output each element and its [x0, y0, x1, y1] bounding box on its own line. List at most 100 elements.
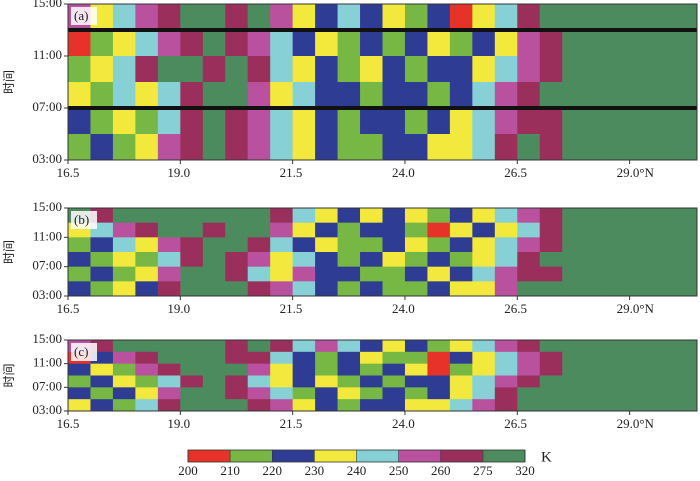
heat-cell [382, 82, 406, 109]
heat-cell [157, 30, 181, 57]
panel-label-box [71, 343, 97, 361]
heat-cell [404, 363, 428, 376]
heat-cell [607, 375, 631, 388]
heat-cell [494, 375, 518, 388]
heat-cell [584, 281, 608, 297]
heat-cell [539, 363, 563, 376]
heat-cell [135, 351, 159, 365]
heat-cell [584, 108, 608, 135]
heat-cell [562, 363, 586, 376]
heat-cell [449, 82, 473, 109]
heat-cell [157, 237, 181, 253]
colorbar-label: 250 [389, 463, 409, 478]
panel-label-box [71, 7, 97, 25]
heat-cell [315, 387, 338, 400]
heat-cell [225, 351, 249, 365]
heat-cell [404, 281, 428, 297]
heat-cell [517, 208, 541, 224]
heat-cell [270, 208, 294, 224]
heat-cell [404, 222, 428, 238]
heat-cell [404, 134, 428, 161]
heat-cell [562, 56, 586, 83]
heat-cell [247, 340, 271, 353]
heat-cell [584, 237, 608, 253]
heat-cell [315, 30, 338, 57]
heat-cell [652, 237, 675, 253]
heat-cell [652, 266, 675, 282]
heat-cell [652, 108, 675, 135]
heat-cell [135, 375, 159, 388]
heat-cell [404, 56, 428, 83]
heat-cell [427, 222, 451, 238]
colorbar-label: 230 [305, 463, 325, 478]
heat-cell [315, 208, 338, 224]
heat-cell [472, 237, 496, 253]
heat-cell [157, 340, 181, 353]
heat-cell [157, 4, 181, 31]
heat-cell [494, 134, 518, 161]
heat-cell [562, 399, 586, 412]
heat-cell [202, 208, 226, 224]
heat-cell [584, 252, 608, 268]
heat-cell [674, 134, 698, 161]
heat-cell [157, 399, 181, 412]
heat-cell [494, 399, 518, 412]
heat-cell [292, 351, 316, 365]
heat-cell [449, 375, 473, 388]
x-tick-label: 24.0 [392, 165, 415, 180]
heat-cell [337, 237, 361, 253]
heat-cell [180, 222, 204, 238]
heat-cell [247, 387, 271, 400]
heat-cell [180, 363, 204, 376]
heat-cell [247, 399, 271, 412]
heat-cell [539, 4, 563, 31]
heat-cell [404, 266, 428, 282]
heat-cell [562, 237, 586, 253]
heat-cell [517, 387, 541, 400]
heat-cell [607, 222, 631, 238]
heat-cell [90, 387, 114, 400]
heat-cell [629, 266, 653, 282]
heat-cell [68, 56, 91, 83]
heat-cell [382, 30, 406, 57]
heat-cell [382, 237, 406, 253]
heat-cell [562, 252, 586, 268]
heat-cell [652, 281, 675, 297]
heat-cell [68, 252, 91, 268]
heat-cell [539, 237, 563, 253]
heat-cell [112, 222, 136, 238]
heat-cell [157, 363, 181, 376]
heat-cell [112, 108, 136, 135]
heat-cell [652, 351, 675, 365]
heat-cell [674, 237, 698, 253]
panel-label: (b) [74, 212, 89, 227]
heat-cell [472, 387, 496, 400]
heat-cell [225, 82, 249, 109]
heat-cell [494, 82, 518, 109]
heat-cell [562, 266, 586, 282]
heat-cell [629, 134, 653, 161]
x-tick-label: 19.0 [167, 165, 190, 180]
heat-cell [157, 281, 181, 297]
heat-cell [225, 252, 249, 268]
heat-cell [629, 222, 653, 238]
heat-cell [135, 108, 159, 135]
heat-cell [562, 108, 586, 135]
heat-cell [360, 134, 383, 161]
heat-cell [404, 399, 428, 412]
heat-cell [607, 134, 631, 161]
heat-cell [247, 30, 271, 57]
colorbar-label: 210 [220, 463, 240, 478]
heat-cell [68, 237, 91, 253]
heat-cell [292, 252, 316, 268]
heat-cell [404, 82, 428, 109]
heat-cell [135, 30, 159, 57]
heat-cell [157, 266, 181, 282]
heat-cell [68, 375, 91, 388]
heat-cell [247, 4, 271, 31]
heat-cell [90, 56, 114, 83]
heat-cell [225, 237, 249, 253]
heat-cell [584, 82, 608, 109]
heat-cell [90, 281, 114, 297]
heat-cell [607, 82, 631, 109]
